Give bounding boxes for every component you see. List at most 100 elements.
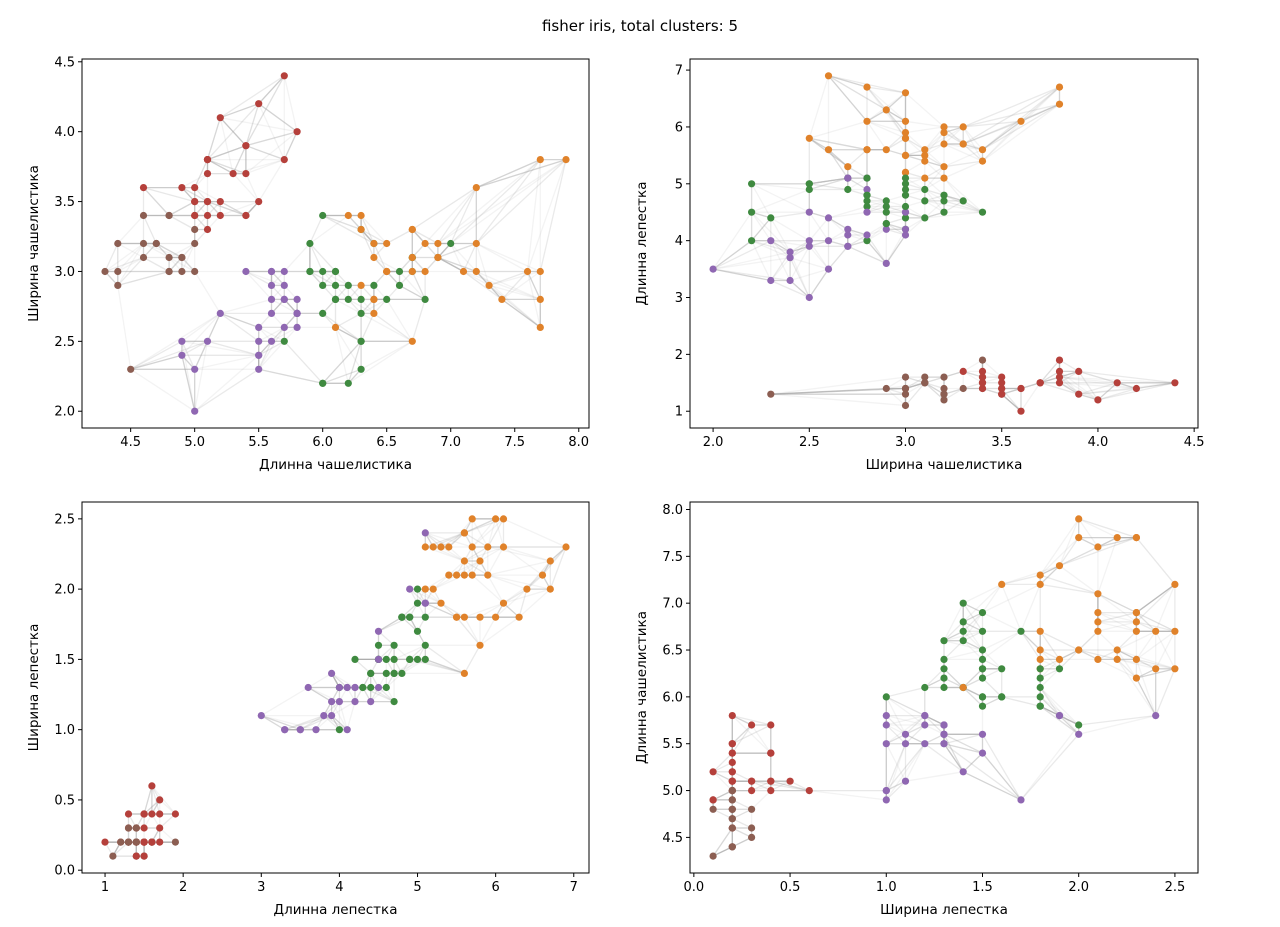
data-point (293, 323, 301, 331)
graph-edge (770, 387, 887, 395)
data-point (1113, 646, 1121, 654)
graph-edge (245, 270, 272, 286)
graph-edge (828, 149, 849, 168)
graph-edge (943, 640, 983, 651)
data-point (255, 351, 263, 359)
data-point (882, 146, 890, 154)
graph-edge (360, 313, 375, 342)
data-point (767, 214, 775, 222)
graph-edge (143, 186, 195, 203)
y-tick-label: 2.0 (54, 583, 75, 598)
graph-edge (982, 359, 1003, 378)
graph-edge (464, 560, 489, 576)
data-point (728, 796, 736, 804)
data-point (406, 585, 414, 593)
data-point (335, 726, 343, 734)
graph-edge (425, 658, 465, 675)
graph-edge (1097, 621, 1137, 632)
data-point (1075, 367, 1083, 375)
data-point (178, 267, 186, 276)
data-point (242, 170, 250, 178)
graph-edge (808, 217, 829, 242)
graph-edge (1059, 546, 1099, 567)
data-point (331, 281, 340, 289)
y-axis-label: Длинна чашелистика (634, 611, 650, 764)
data-point (940, 140, 948, 148)
data-point (940, 163, 948, 171)
data-point (335, 698, 343, 706)
graph-edge (809, 137, 868, 151)
graph-edge (322, 312, 362, 342)
data-point (406, 655, 414, 664)
data-point (357, 365, 365, 373)
data-point (398, 669, 406, 678)
data-point (395, 281, 404, 289)
graph-edge (207, 158, 247, 175)
graph-edge (962, 143, 983, 162)
graph-edge (143, 785, 153, 815)
graph-edge (168, 214, 196, 231)
graph-edge (283, 131, 298, 160)
graph-edge (399, 284, 426, 300)
data-point (901, 180, 910, 188)
x-tick-label: 8.0 (568, 435, 589, 450)
data-point (280, 281, 288, 289)
graph-edge (526, 271, 541, 300)
graph-edge (117, 270, 170, 287)
data-point (408, 253, 416, 262)
y-axis-label: Длинна лепестка (634, 182, 650, 306)
graph-edge (424, 187, 477, 244)
graph-edge (283, 340, 324, 384)
data-point (1055, 665, 1064, 673)
graph-edge (827, 149, 849, 179)
graph-edge (962, 86, 1060, 128)
data-point (312, 726, 320, 734)
graph-edge (207, 200, 247, 217)
data-point (472, 184, 480, 192)
graph-edge (962, 771, 1022, 801)
data-point (959, 123, 967, 131)
y-tick-label: 8.0 (662, 503, 683, 518)
data-point (921, 740, 929, 748)
graph-edge (1059, 376, 1099, 401)
data-point (472, 267, 480, 276)
data-point (320, 712, 328, 720)
data-point (728, 815, 736, 823)
graph-edge (503, 518, 567, 548)
data-point (1017, 627, 1025, 635)
data-point (485, 281, 493, 289)
data-point (357, 295, 365, 303)
data-point (460, 571, 468, 579)
graph-edge (207, 145, 247, 161)
graph-edge (1136, 583, 1176, 614)
graph-edge (245, 145, 285, 161)
graph-edge (962, 630, 983, 651)
x-tick-label: 3 (257, 880, 265, 895)
data-point (156, 796, 164, 804)
graph-edge (307, 686, 332, 703)
data-point (901, 214, 910, 222)
data-point (767, 276, 775, 285)
x-tick-label: 2.0 (703, 435, 724, 450)
y-tick-label: 3.0 (54, 265, 75, 280)
graph-edge (886, 686, 925, 698)
data-point (709, 265, 717, 273)
graph-edge (130, 340, 208, 370)
graph-edge (299, 715, 325, 731)
graph-edge (487, 546, 551, 562)
graph-edge (1039, 696, 1060, 717)
graph-edge (1001, 393, 1022, 412)
graph-edge (432, 574, 457, 590)
data-point (267, 267, 276, 276)
data-point (1055, 83, 1064, 91)
graph-edge (479, 616, 497, 646)
data-point (844, 163, 852, 171)
graph-edge (549, 546, 567, 590)
graph-edge (1135, 537, 1176, 585)
figure-title: fisher iris, total clusters: 5 (542, 17, 738, 35)
data-point (940, 396, 948, 404)
graph-edge (245, 131, 298, 147)
graph-edge (411, 228, 439, 245)
graph-edge (982, 630, 1022, 660)
graph-edge (220, 117, 298, 133)
